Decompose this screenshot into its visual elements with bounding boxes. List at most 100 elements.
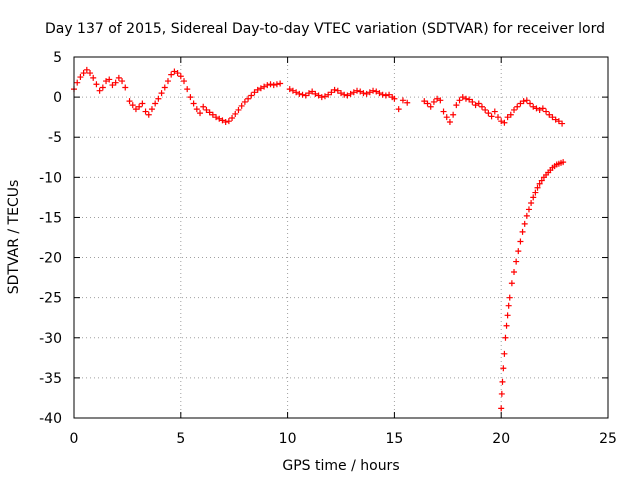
data-point: [119, 78, 126, 85]
data-point: [523, 97, 530, 104]
x-tick-label: 20: [492, 431, 510, 447]
x-tick-label: 10: [279, 431, 297, 447]
data-point: [472, 102, 479, 109]
data-point: [83, 66, 90, 73]
data-point: [122, 84, 129, 91]
data-point: [152, 100, 159, 107]
data-point: [126, 98, 133, 105]
data-point: [318, 94, 325, 101]
data-point: [219, 117, 226, 124]
data-point: [501, 350, 508, 357]
data-point: [453, 102, 460, 109]
data-point: [331, 86, 338, 93]
data-point: [132, 106, 139, 113]
data-point: [534, 184, 541, 191]
data-point: [504, 114, 511, 121]
data-point: [506, 294, 513, 301]
data-point: [552, 116, 559, 123]
data-point: [395, 106, 402, 113]
data-point: [225, 118, 232, 125]
data-point: [177, 73, 184, 80]
data-point: [466, 96, 473, 103]
data-point: [488, 113, 495, 120]
data-point: [533, 105, 540, 112]
data-point: [112, 79, 119, 86]
data-point: [508, 280, 515, 287]
data-point: [309, 88, 316, 95]
data-point: [499, 378, 506, 385]
x-tick-label: 0: [70, 431, 79, 447]
data-point: [437, 97, 444, 104]
data-point: [161, 84, 168, 91]
data-point: [197, 110, 204, 117]
data-point: [482, 106, 489, 113]
data-point: [498, 405, 505, 412]
data-point: [103, 78, 110, 85]
data-point: [164, 78, 171, 85]
data-point: [502, 334, 509, 341]
data-point: [504, 312, 511, 319]
data-point: [222, 118, 229, 125]
y-tick-label: -25: [39, 291, 62, 307]
x-axis-label: GPS time / hours: [282, 458, 399, 474]
data-point: [77, 74, 84, 81]
data-point: [498, 390, 505, 397]
data-point: [261, 83, 268, 90]
data-point: [334, 87, 341, 94]
data-point: [145, 111, 152, 118]
data-point: [184, 86, 191, 93]
data-point: [315, 92, 322, 99]
data-point: [277, 80, 284, 87]
data-point: [312, 90, 319, 97]
data-point: [503, 322, 510, 329]
data-point: [80, 70, 87, 77]
data-point: [475, 100, 482, 107]
data-point: [391, 95, 398, 102]
data-point: [148, 106, 155, 113]
data-point: [190, 100, 197, 107]
data-point: [139, 100, 146, 107]
data-point: [296, 90, 303, 97]
data-point: [446, 118, 453, 125]
data-point: [399, 97, 406, 104]
data-point: [273, 81, 280, 88]
data-point: [93, 81, 100, 88]
data-point: [382, 92, 389, 99]
x-tick-label: 5: [176, 431, 185, 447]
data-point: [174, 70, 181, 77]
data-point: [440, 108, 447, 115]
data-point: [507, 111, 514, 118]
data-point: [235, 106, 242, 113]
data-point: [241, 98, 248, 105]
data-point: [523, 212, 530, 219]
data-point: [129, 102, 136, 109]
data-point: [462, 95, 469, 102]
data-point: [96, 87, 103, 94]
data-point: [109, 82, 116, 89]
data-point: [505, 302, 512, 309]
data-point: [293, 89, 300, 96]
data-point: [532, 189, 539, 196]
data-point: [115, 74, 122, 81]
data-point: [305, 90, 312, 97]
data-point: [536, 106, 543, 113]
data-point: [209, 111, 216, 118]
data-point: [478, 103, 485, 110]
y-tick-label: -20: [39, 251, 62, 267]
y-tick-label: -10: [39, 170, 62, 186]
data-point: [216, 115, 223, 122]
data-point: [536, 180, 543, 187]
data-point: [193, 106, 200, 113]
x-tick-label: 25: [599, 431, 617, 447]
data-point: [286, 86, 293, 93]
data-point: [238, 102, 245, 109]
y-tick-label: -35: [39, 371, 62, 387]
data-point: [514, 103, 521, 110]
data-point: [254, 86, 261, 93]
data-point: [213, 114, 220, 121]
data-point: [181, 78, 188, 85]
data-point: [376, 90, 383, 97]
data-point: [517, 100, 524, 107]
data-point: [530, 194, 537, 201]
data-point: [267, 81, 274, 88]
